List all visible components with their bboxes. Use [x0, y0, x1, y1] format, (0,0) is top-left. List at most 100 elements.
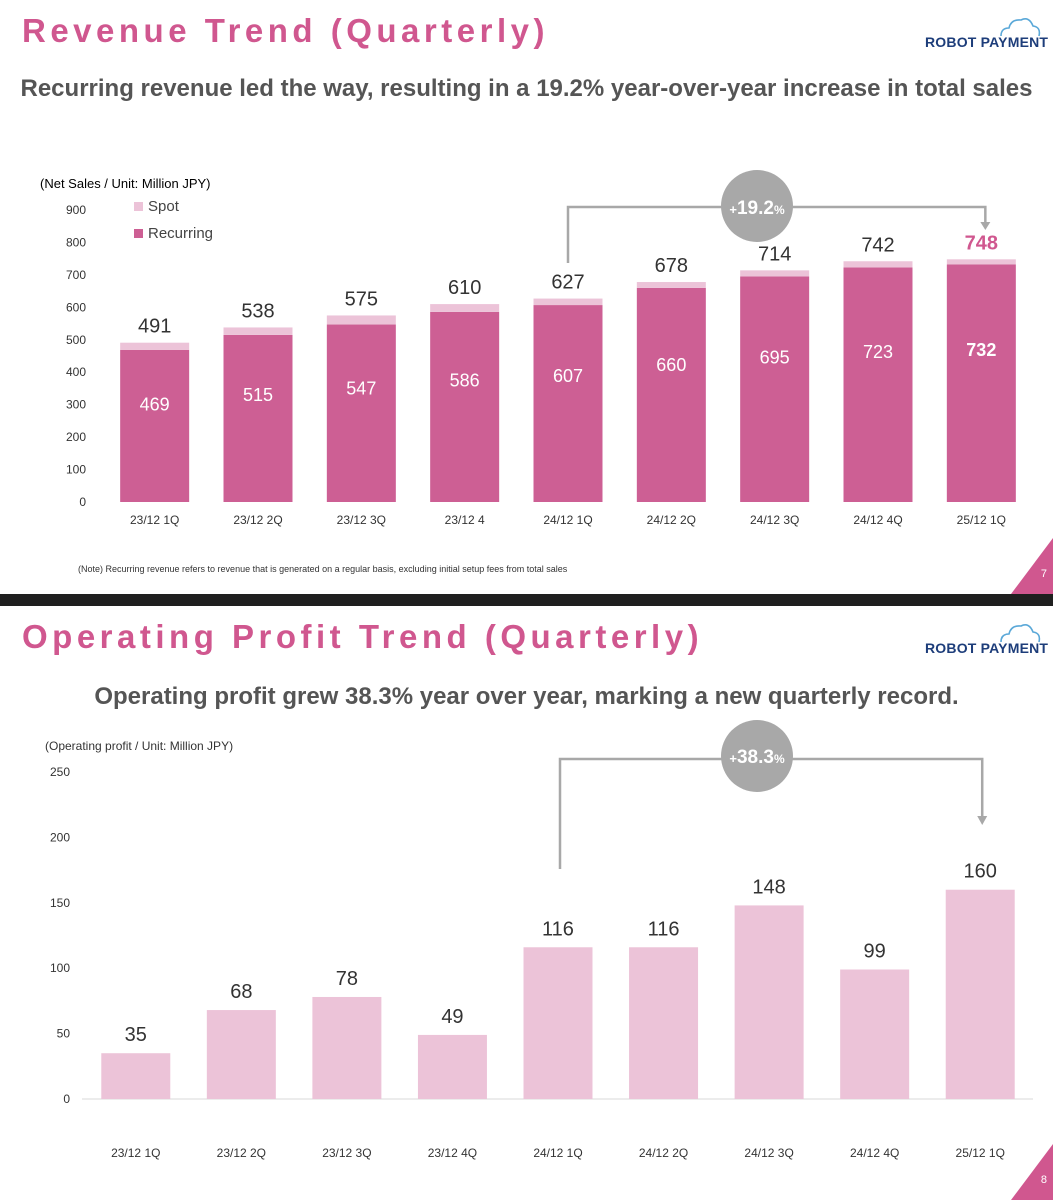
operating-profit-slide: Operating Profit Trend (Quarterly) ROBOT…: [0, 606, 1053, 1200]
slide-title: Operating Profit Trend (Quarterly): [22, 618, 704, 655]
logo-text: ROBOT PAYMENT: [925, 640, 1049, 656]
bar-recurring: [843, 267, 913, 502]
y-tick-label: 700: [66, 268, 86, 282]
data-label-recurring: 695: [760, 348, 790, 368]
data-label-total: 748: [965, 232, 998, 254]
data-label-total: 678: [655, 255, 688, 277]
data-label-recurring: 515: [243, 385, 273, 405]
bar: [945, 889, 1015, 1099]
data-label-recurring: 660: [656, 355, 686, 375]
bar-spot: [223, 327, 293, 335]
x-tick-label: 23/12 1Q: [111, 1146, 160, 1160]
data-label: 116: [648, 918, 680, 940]
unit-label: (Operating profit / Unit: Million JPY): [45, 739, 233, 753]
x-tick-label: 24/12 4Q: [850, 1146, 899, 1160]
data-label-recurring: 732: [966, 340, 996, 360]
bar-spot: [533, 298, 603, 306]
company-logo: ROBOT PAYMENT: [921, 620, 1048, 656]
legend-label-recurring: Recurring: [148, 225, 213, 242]
bar: [734, 905, 804, 1099]
y-tick-label: 900: [66, 203, 86, 217]
data-label: 78: [336, 968, 358, 990]
page-number: 8: [1040, 1174, 1047, 1186]
data-label: 35: [125, 1024, 147, 1046]
bar-spot: [740, 270, 810, 277]
x-tick-label: 23/12 3Q: [337, 513, 386, 527]
bar-recurring: [636, 287, 706, 502]
x-tick-label: 24/12 3Q: [744, 1146, 793, 1160]
bar: [629, 947, 699, 1099]
data-label-recurring: 607: [553, 366, 583, 386]
x-tick-label: 24/12 3Q: [750, 513, 799, 527]
footnote: (Note) Recurring revenue refers to reven…: [78, 564, 568, 574]
slide-divider: [0, 594, 1053, 606]
slide-subtitle: Recurring revenue led the way, resulting…: [20, 75, 1033, 102]
data-label: 68: [230, 981, 252, 1003]
bar: [206, 1010, 276, 1099]
x-tick-label: 24/12 2Q: [639, 1146, 688, 1160]
logo-text: ROBOT PAYMENT: [925, 34, 1049, 50]
growth-suffix: %: [774, 203, 785, 217]
y-tick-label: 400: [66, 365, 86, 379]
y-tick-label: 500: [66, 333, 86, 347]
data-label-total: 575: [345, 288, 378, 310]
x-tick-label: 25/12 1Q: [957, 513, 1006, 527]
bar-recurring: [120, 349, 190, 502]
data-label: 160: [964, 861, 997, 883]
y-tick-label: 100: [66, 463, 86, 477]
data-label-recurring: 586: [450, 370, 480, 390]
growth-suffix: %: [774, 752, 785, 766]
bar-recurring: [740, 276, 810, 502]
growth-arrowhead: [977, 816, 988, 825]
data-label-total: 610: [448, 277, 481, 299]
bar-recurring: [430, 311, 500, 502]
bar: [101, 1053, 171, 1099]
data-label: 116: [542, 918, 574, 940]
cloud-icon: [1000, 624, 1041, 643]
y-tick-label: 150: [50, 896, 70, 910]
bar-spot: [120, 342, 190, 350]
x-tick-label: 23/12 1Q: [130, 513, 179, 527]
data-label-total: 491: [138, 316, 171, 338]
bar-recurring: [533, 305, 603, 502]
data-label: 99: [864, 941, 886, 963]
slide-subtitle: Operating profit grew 38.3% year over ye…: [94, 683, 959, 710]
growth-arrowhead: [980, 222, 991, 230]
y-tick-label: 600: [66, 300, 86, 314]
legend-swatch-recurring: [134, 229, 143, 238]
y-tick-label: 250: [50, 765, 70, 779]
growth-badge-text: +38.3%: [729, 747, 785, 768]
y-tick-label: 0: [63, 1092, 70, 1106]
unit-label: (Net Sales / Unit: Million JPY): [40, 176, 211, 191]
bar-spot: [843, 261, 913, 268]
data-label-recurring: 547: [346, 378, 376, 398]
x-tick-label: 24/12 2Q: [647, 513, 696, 527]
y-tick-label: 50: [57, 1027, 71, 1041]
y-tick-label: 200: [66, 430, 86, 444]
x-tick-label: 23/12 4: [445, 513, 485, 527]
y-tick-label: 100: [50, 961, 70, 975]
x-tick-label: 23/12 3Q: [322, 1146, 371, 1160]
page-corner: [1011, 1144, 1053, 1200]
data-label-recurring: 469: [140, 395, 170, 415]
data-label-total: 742: [861, 234, 894, 256]
x-tick-label: 25/12 1Q: [956, 1146, 1005, 1160]
growth-badge: [721, 720, 793, 792]
growth-prefix: +: [729, 202, 737, 217]
page-number: 7: [1040, 568, 1047, 580]
data-label-total: 538: [241, 300, 274, 322]
revenue-chart: (Net Sales / Unit: Million JPY) 0 100 200 30…: [40, 170, 1016, 527]
x-tick-label: 24/12 1Q: [543, 513, 592, 527]
data-label-recurring: 723: [863, 342, 893, 362]
y-tick-label: 0: [79, 495, 86, 509]
data-label: 148: [752, 876, 785, 898]
growth-prefix: +: [729, 751, 737, 766]
bar: [523, 947, 593, 1099]
y-tick-label: 300: [66, 398, 86, 412]
data-label-total: 627: [551, 272, 584, 294]
bar-recurring: [223, 334, 293, 502]
operating-profit-chart: (Operating profit / Unit: Million JPY) 0 5…: [45, 720, 1033, 1160]
bar-spot: [946, 259, 1016, 265]
x-tick-label: 24/12 1Q: [533, 1146, 582, 1160]
x-tick-label: 23/12 2Q: [233, 513, 282, 527]
